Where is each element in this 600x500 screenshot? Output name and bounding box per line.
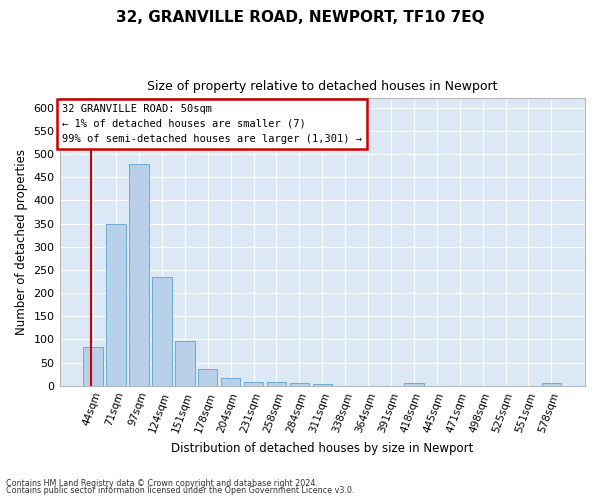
Text: 32, GRANVILLE ROAD, NEWPORT, TF10 7EQ: 32, GRANVILLE ROAD, NEWPORT, TF10 7EQ — [116, 10, 484, 25]
Y-axis label: Number of detached properties: Number of detached properties — [15, 149, 28, 335]
X-axis label: Distribution of detached houses by size in Newport: Distribution of detached houses by size … — [171, 442, 473, 455]
Bar — [244, 382, 263, 386]
Bar — [198, 368, 217, 386]
Bar — [221, 378, 241, 386]
Text: 32 GRANVILLE ROAD: 50sqm
← 1% of detached houses are smaller (7)
99% of semi-det: 32 GRANVILLE ROAD: 50sqm ← 1% of detache… — [62, 104, 362, 144]
Bar — [83, 348, 103, 386]
Bar — [267, 382, 286, 386]
Bar — [129, 164, 149, 386]
Title: Size of property relative to detached houses in Newport: Size of property relative to detached ho… — [147, 80, 497, 93]
Text: Contains HM Land Registry data © Crown copyright and database right 2024.: Contains HM Land Registry data © Crown c… — [6, 478, 318, 488]
Bar — [290, 382, 309, 386]
Bar — [152, 277, 172, 386]
Bar — [542, 384, 561, 386]
Bar — [313, 384, 332, 386]
Text: Contains public sector information licensed under the Open Government Licence v3: Contains public sector information licen… — [6, 486, 355, 495]
Bar — [404, 383, 424, 386]
Bar — [175, 342, 194, 386]
Bar — [106, 224, 126, 386]
